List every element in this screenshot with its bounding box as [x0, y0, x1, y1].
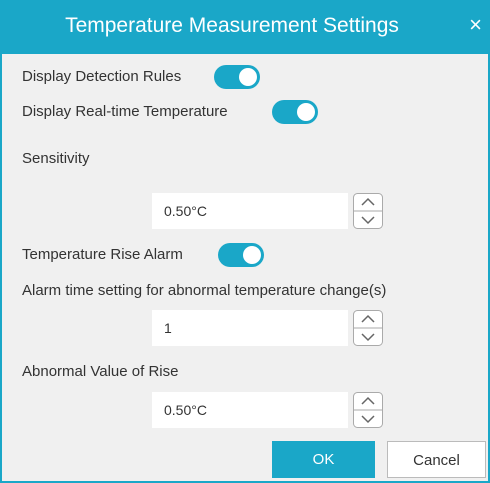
spinner[interactable] — [353, 193, 383, 229]
text-input[interactable]: 1 — [152, 310, 348, 346]
toggle[interactable] — [272, 100, 318, 124]
toggle[interactable] — [214, 65, 260, 89]
dialog-title: Temperature Measurement Settings — [65, 14, 399, 37]
label: Display Real-time Temperature — [22, 103, 228, 120]
label: Sensitivity — [22, 150, 90, 167]
cancel-button[interactable]: Cancel — [387, 441, 486, 478]
label: Temperature Rise Alarm — [22, 246, 183, 263]
close-button[interactable]: × — [469, 12, 482, 37]
spinner[interactable] — [353, 392, 383, 428]
text-input[interactable]: 0.50°C — [152, 392, 348, 428]
toggle[interactable] — [218, 243, 264, 267]
title-bar — [0, 0, 490, 54]
label: Abnormal Value of Rise — [22, 363, 179, 380]
text-input[interactable]: 0.50°C — [152, 193, 348, 229]
label: Display Detection Rules — [22, 68, 182, 85]
spinner[interactable] — [353, 310, 383, 346]
ok-button[interactable]: OK — [272, 441, 375, 478]
label: Alarm time setting for abnormal temperat… — [22, 282, 387, 299]
